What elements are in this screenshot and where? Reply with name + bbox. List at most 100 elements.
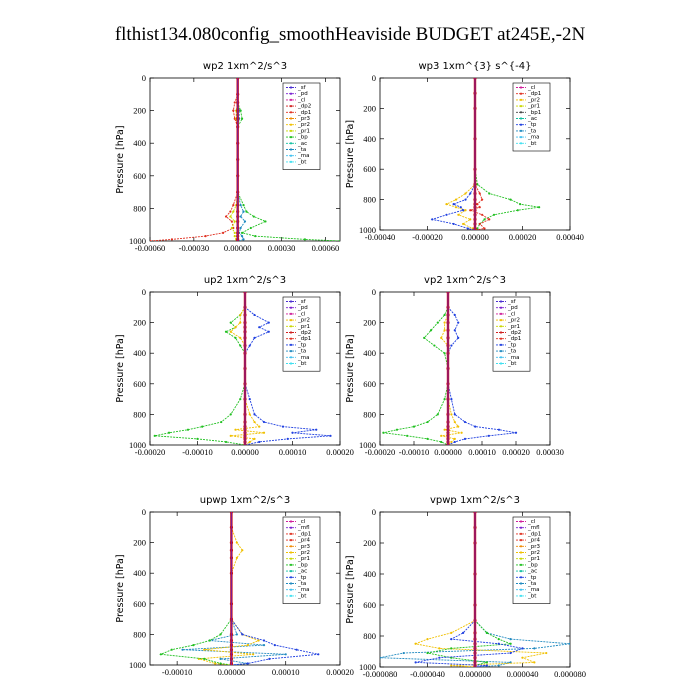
panel-title: up2 1xm^2/s^3 [204, 275, 286, 286]
x-tick-label: -0.00010 [399, 447, 429, 457]
legend: _cl_mfl_dp1_pr4_pr3_pr2_pr1_bp_ac_tp_ta_… [282, 516, 321, 604]
legend-marker [289, 86, 293, 89]
data-point [406, 434, 409, 437]
legend-label: _ta [527, 581, 536, 587]
legend-label: _pd [297, 91, 308, 97]
legend-label: _bt [297, 159, 307, 165]
legend-label: _pr2 [527, 550, 540, 556]
data-point [243, 220, 247, 223]
legend-label: _tp [297, 575, 307, 581]
panel-title: vp2 1xm^2/s^3 [424, 275, 506, 286]
legend-label: _cl [297, 97, 306, 103]
y-tick-label: 800 [363, 409, 376, 419]
legend-label: _dp2 [297, 104, 311, 110]
legend-label: _sf [297, 299, 307, 305]
data-point [268, 657, 271, 660]
data-point [281, 425, 285, 428]
data-point [224, 440, 228, 444]
legend: _sf_pd_cl_pr2_pr1_dp2_dp1_tp_ta_ma_bt [492, 296, 531, 372]
data-point [245, 210, 248, 213]
data-point [303, 238, 307, 241]
data-point [232, 210, 235, 213]
series-group [150, 78, 340, 241]
data-point [229, 413, 232, 416]
legend-label: _tp [527, 575, 537, 581]
legend-label: _bp [527, 562, 538, 568]
data-point [315, 428, 318, 431]
legend-label: _pr3 [297, 116, 311, 122]
legend-label: _dp1 [297, 531, 311, 537]
data-point [253, 336, 256, 339]
data-point [239, 336, 242, 339]
legend-marker [289, 129, 293, 132]
data-point [454, 206, 458, 209]
data-point [463, 420, 467, 424]
legend-marker [499, 362, 503, 365]
legend-label: _tp [507, 342, 517, 348]
data-point [242, 210, 245, 213]
data-point [233, 220, 236, 223]
legend-marker [289, 563, 293, 567]
y-axis-label: Pressure [hPa] [345, 120, 356, 188]
legend-label: _ac [527, 116, 537, 122]
legend-marker [519, 111, 523, 114]
data-point [450, 344, 453, 347]
legend-label: _bt [297, 361, 307, 367]
data-point [497, 664, 500, 667]
data-point [538, 206, 541, 209]
legend-label: _ma [297, 153, 309, 159]
data-point [229, 330, 232, 333]
legend-marker [499, 312, 503, 315]
data-point [453, 420, 456, 424]
legend-label: _bp [297, 135, 308, 141]
data-point [338, 239, 340, 241]
legend-marker [519, 594, 523, 598]
data-point [242, 204, 245, 207]
legend-box [492, 296, 531, 372]
y-tick-label: 600 [133, 379, 146, 389]
data-point [249, 226, 252, 230]
data-point [453, 313, 456, 317]
data-point [214, 662, 217, 665]
legend-label: _dp2 [297, 330, 311, 336]
y-tick-label: 200 [363, 538, 376, 548]
legend-label: _pr2 [527, 97, 540, 103]
x-tick-label: 0.00020 [502, 447, 530, 457]
series-line-pr2 [230, 292, 265, 445]
chart-panel-4: vp2 1xm^2/s^3 0 200 400 600 800 1000-0.00020 -0… [345, 275, 564, 457]
y-tick-label: 0 [372, 73, 376, 83]
data-point [414, 661, 417, 664]
data-point [317, 653, 320, 656]
legend-marker [289, 331, 293, 334]
legend-marker [289, 337, 293, 340]
data-point [443, 398, 446, 401]
legend-label: _pr2 [507, 318, 520, 324]
x-tick-label: 0.00000 [224, 243, 252, 253]
legend-label: _ma [297, 587, 309, 593]
y-axis-label: Pressure [hPa] [345, 555, 356, 623]
data-point [462, 222, 465, 226]
data-point [483, 227, 486, 230]
legend-marker [519, 86, 523, 89]
x-tick-label: 0.00010 [279, 447, 307, 457]
data-point [235, 633, 238, 636]
data-point [485, 631, 488, 635]
legend-marker [519, 532, 523, 536]
y-tick-label: 600 [363, 379, 376, 389]
legend-marker [289, 551, 293, 554]
legend-marker [499, 350, 503, 353]
data-point [426, 437, 429, 440]
series-line-tp [415, 512, 525, 667]
data-point [483, 218, 486, 221]
y-tick-label: 400 [133, 348, 146, 358]
y-tick-label: 0 [142, 287, 146, 297]
data-point [382, 431, 385, 434]
legend-marker [289, 319, 293, 322]
legend-label: _sf [507, 299, 517, 305]
chart-panel-5: upwp 1xm^2/s^3 0 200 400 600 800 1000 -0.00010 0… [115, 495, 354, 677]
data-point [258, 326, 261, 329]
legend-marker [289, 160, 293, 163]
legend-label: _cl [527, 85, 536, 91]
y-tick-label: 400 [363, 134, 376, 144]
